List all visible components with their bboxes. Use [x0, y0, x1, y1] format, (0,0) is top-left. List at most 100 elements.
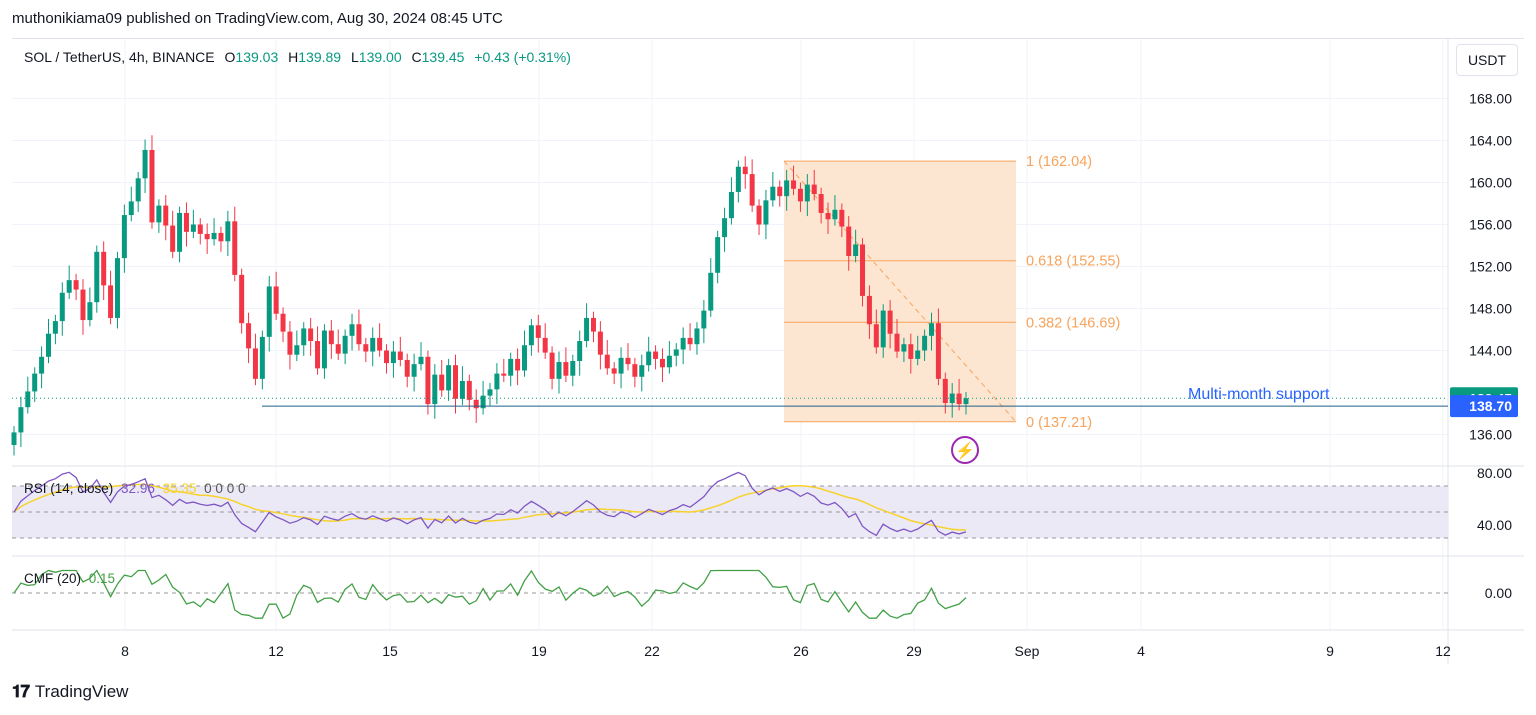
x-tick-label: 26	[793, 643, 809, 659]
candle-body	[246, 323, 252, 349]
candle-body	[549, 352, 555, 379]
candle-body	[280, 313, 286, 332]
candle-body	[797, 188, 803, 202]
candle-body	[363, 344, 369, 352]
candle-body	[149, 149, 155, 223]
candle-body	[287, 331, 293, 355]
candle-body	[963, 398, 969, 405]
x-tick-label: 8	[121, 643, 129, 659]
change-value: +0.43 (+0.31%)	[474, 49, 571, 65]
candle-body	[87, 302, 93, 321]
candle-body	[156, 205, 162, 223]
candle-body	[39, 356, 45, 374]
candle-body	[708, 272, 714, 311]
candle-body	[618, 357, 624, 374]
candle-body	[370, 337, 376, 352]
brand-name: TradingView	[34, 682, 129, 701]
candle-body	[321, 330, 327, 369]
candle-body	[749, 174, 755, 206]
candle-body	[404, 359, 410, 377]
candle-body	[494, 373, 500, 390]
candle-body	[887, 310, 893, 334]
candle-body	[777, 186, 783, 197]
candle-body	[52, 321, 58, 334]
x-tick-label: 4	[1137, 643, 1145, 659]
tradingview-logo[interactable]: 𝟏𝟕 TradingView	[12, 682, 128, 702]
candle-body	[308, 328, 314, 342]
cmf-legend[interactable]: CMF (20) 0.15	[24, 571, 115, 586]
candle-body	[328, 330, 334, 345]
candle-body	[832, 209, 838, 220]
cmf-line	[13, 569, 967, 620]
candle-body	[80, 289, 86, 321]
x-tick-label: 9	[1326, 643, 1334, 659]
x-tick-label: 19	[531, 643, 547, 659]
publisher-line: muthonikiama09 published on TradingView.…	[12, 10, 503, 27]
candle-body	[197, 224, 203, 234]
candle-body	[390, 351, 396, 364]
candle-body	[853, 244, 859, 256]
candle-body	[211, 232, 217, 240]
candle-body	[487, 389, 493, 396]
candle-body	[556, 362, 562, 379]
rsi-line	[13, 471, 967, 537]
candle-body	[108, 285, 114, 318]
candle-body	[818, 194, 824, 213]
fib-level-label: 0.382 (146.69)	[1026, 315, 1120, 331]
candle-body	[584, 317, 590, 342]
candle-body	[811, 184, 817, 195]
candle-body	[929, 323, 935, 336]
candle-body	[735, 166, 741, 192]
currency-button[interactable]: USDT	[1456, 44, 1518, 76]
low-label: L	[350, 49, 359, 65]
symbol-name[interactable]: SOL / TetherUS, 4h, BINANCE	[24, 49, 215, 65]
x-tick-label: 22	[644, 643, 660, 659]
candle-body	[94, 251, 100, 303]
symbol-legend: SOL / TetherUS, 4h, BINANCE O139.03 H139…	[24, 49, 571, 65]
tradingview-logo-icon: 𝟏𝟕	[12, 682, 30, 701]
y-tick-label: 148.00	[1469, 301, 1512, 317]
candle-body	[590, 317, 596, 332]
cmf-value: 0.15	[88, 571, 116, 586]
high-label: H	[288, 49, 299, 65]
candle-body	[66, 280, 72, 293]
candle-body	[259, 336, 265, 379]
candle-body	[915, 350, 921, 359]
cmf-tick-label: 0.00	[1485, 585, 1512, 601]
candle-body	[908, 344, 914, 359]
cmf-title: CMF (20)	[24, 571, 81, 586]
rsi-extra-values: 0 0 0 0	[204, 481, 246, 496]
candle-body	[315, 341, 321, 369]
candle-body	[935, 323, 941, 379]
rsi-title: RSI (14, close)	[24, 481, 114, 496]
candle-body	[45, 333, 51, 357]
candle-body	[673, 349, 679, 356]
candle-body	[659, 358, 665, 368]
y-tick-label: 156.00	[1469, 217, 1512, 233]
candle-body	[653, 351, 659, 359]
candle-body	[142, 149, 148, 179]
candle-body	[694, 328, 700, 345]
candle-body	[570, 361, 576, 376]
candle-body	[715, 237, 721, 273]
candle-body	[542, 337, 548, 353]
x-tick-label: 12	[1435, 643, 1451, 659]
candle-body	[204, 233, 210, 240]
candle-body	[701, 310, 707, 329]
rsi-legend[interactable]: RSI (14, close) 32.96 35.35 0 0 0 0	[24, 481, 245, 496]
candle-body	[756, 205, 762, 225]
candle-body	[135, 178, 141, 202]
rsi-ma-line	[13, 483, 966, 531]
candle-body	[446, 365, 452, 391]
candle-body	[128, 201, 134, 216]
candle-body	[597, 331, 603, 355]
candle-body	[480, 395, 486, 409]
candle-body	[784, 180, 790, 197]
candle-body	[839, 209, 845, 227]
fib-level-label: 1 (162.04)	[1026, 154, 1092, 170]
y-tick-label: 160.00	[1469, 175, 1512, 191]
candle-body	[466, 380, 472, 400]
candle-body	[770, 186, 776, 201]
y-tick-label: 152.00	[1469, 259, 1512, 275]
